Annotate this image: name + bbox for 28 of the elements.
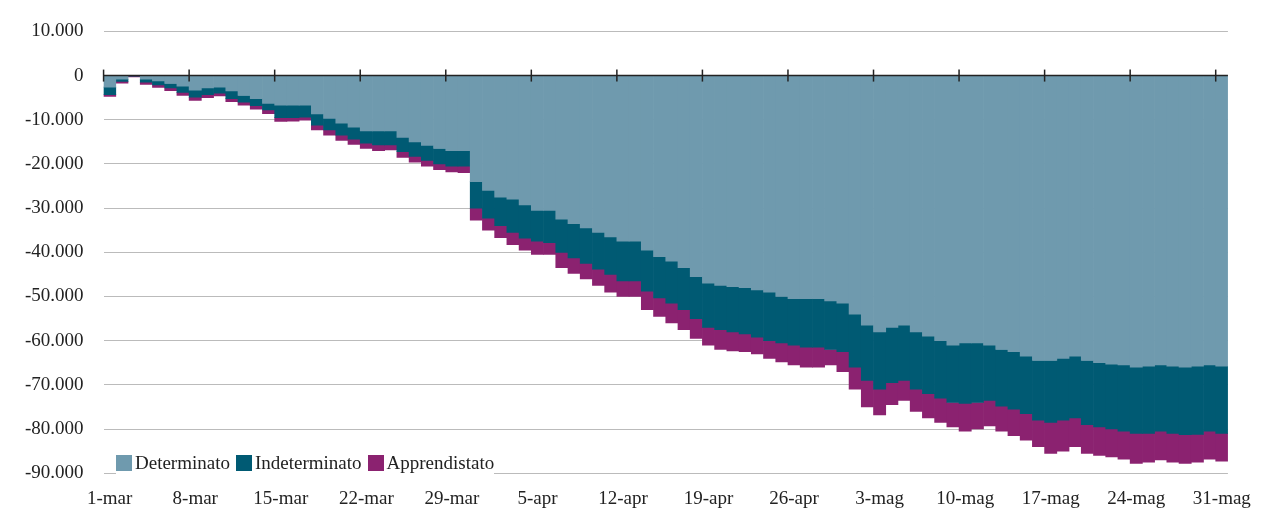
x-tick-label: 26-apr xyxy=(769,486,820,508)
x-tick-label: 8-mar xyxy=(172,486,219,508)
y-tick-label: -20.000 xyxy=(25,151,84,173)
x-tick-label: 29-mar xyxy=(424,486,480,508)
x-tick-label: 3-mag xyxy=(855,486,905,508)
y-tick-label: -10.000 xyxy=(25,107,84,129)
y-tick-label: 0 xyxy=(74,63,84,85)
x-tick-label: 1-mar xyxy=(87,486,134,508)
y-tick-label: -80.000 xyxy=(25,417,84,438)
y-tick-label: -70.000 xyxy=(25,372,84,394)
legend-label: Apprendistato xyxy=(386,452,495,474)
x-tick-label: 24-mag xyxy=(1107,486,1166,508)
x-tick-label: 10-mag xyxy=(936,486,995,508)
legend-label: Determinato xyxy=(135,452,230,474)
x-tick-label: 22-mar xyxy=(338,486,395,508)
y-tick-label: -60.000 xyxy=(25,328,84,350)
y-tick-label: -40.000 xyxy=(25,240,84,262)
x-tick-label: 12-apr xyxy=(598,486,649,508)
y-tick-label: -90.000 xyxy=(25,461,84,483)
y-tick-label: -30.000 xyxy=(25,196,84,218)
x-tick-label: 19-apr xyxy=(683,486,734,508)
x-tick-label: 15-mar xyxy=(253,486,309,508)
legend-label: Indeterminato xyxy=(254,452,362,474)
y-tick-label: -50.000 xyxy=(25,284,84,306)
y-tick-label: 10.000 xyxy=(31,19,84,41)
x-tick-label: 31-mag xyxy=(1192,486,1252,508)
x-tick-label: 5-apr xyxy=(517,486,559,508)
x-tick-label: 17-mag xyxy=(1021,486,1081,508)
